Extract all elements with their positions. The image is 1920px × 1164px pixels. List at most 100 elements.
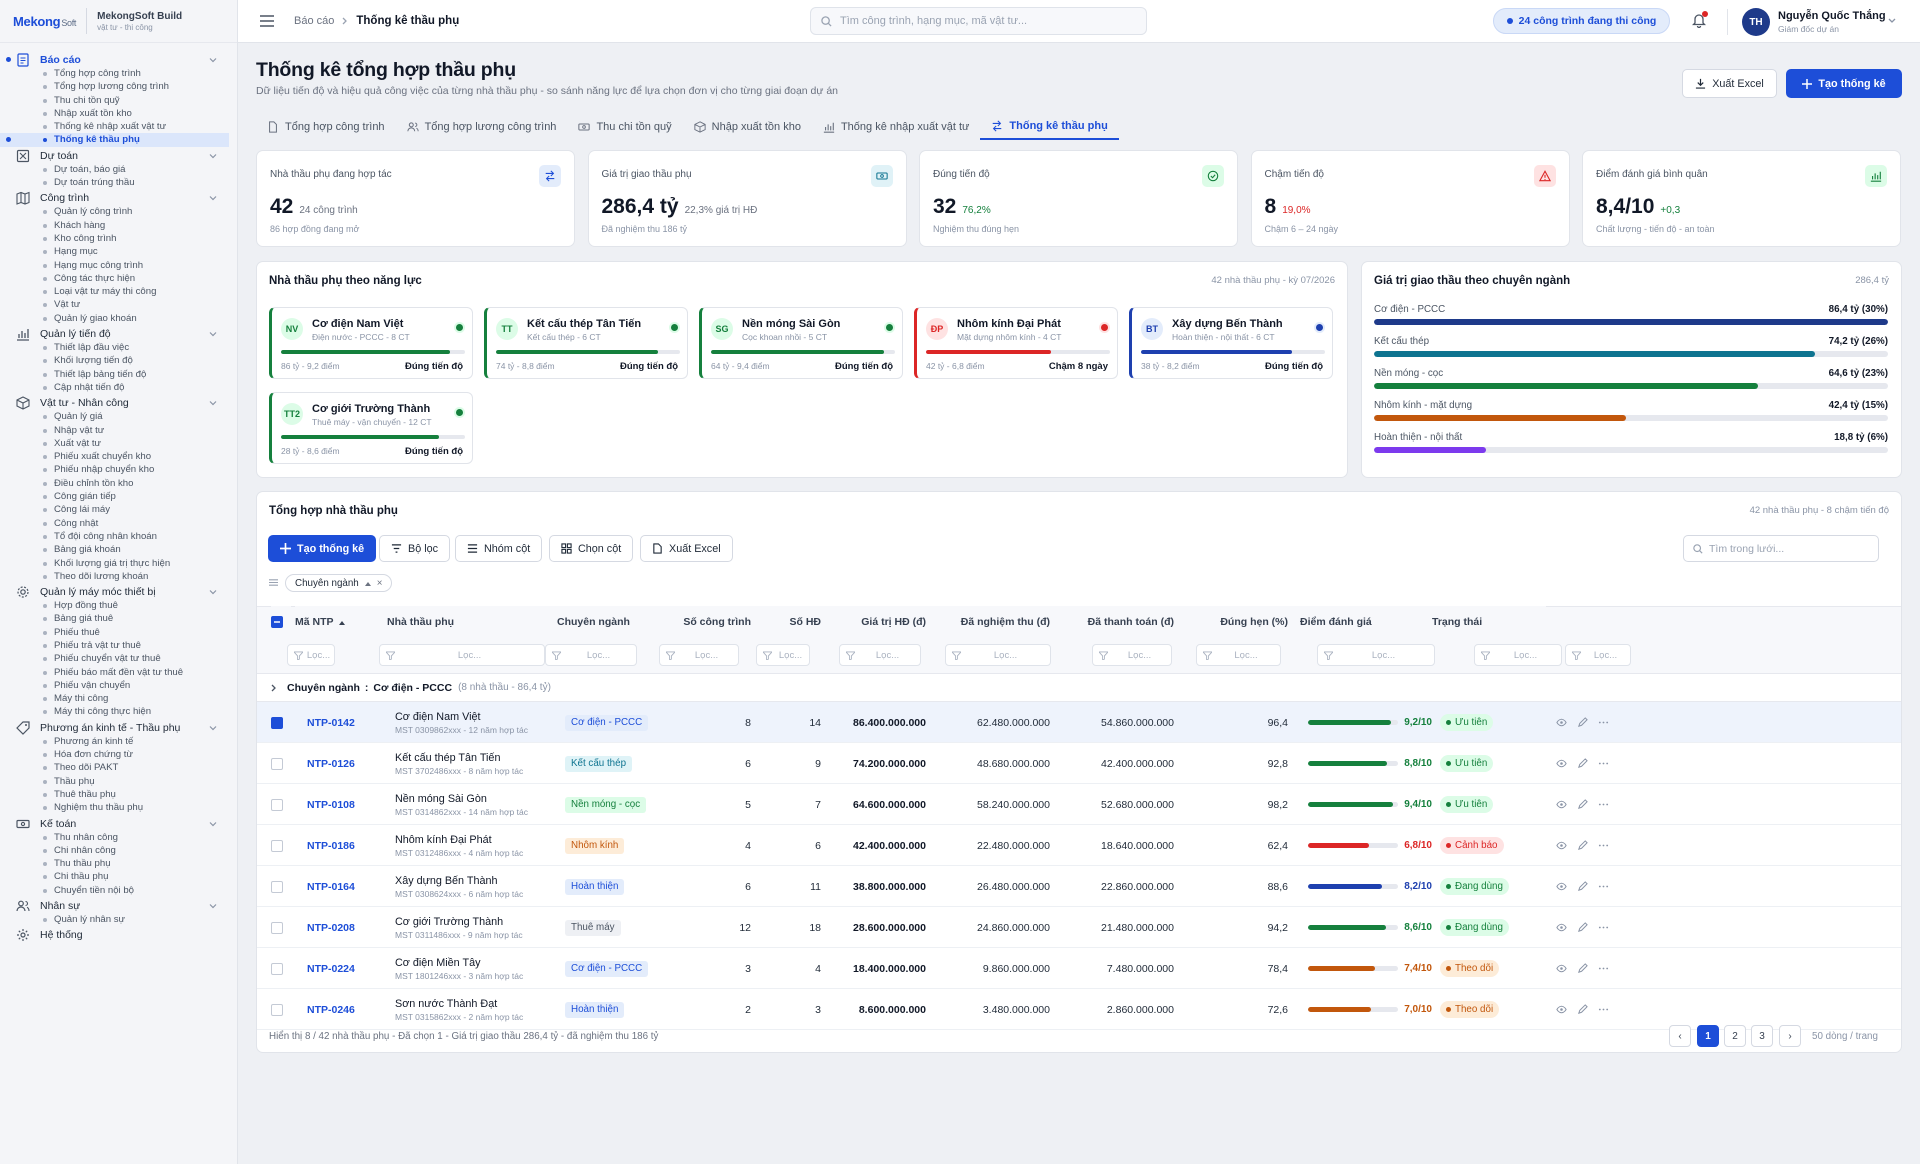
more-icon[interactable]	[1598, 758, 1609, 769]
sidebar-item[interactable]: Quản lý công trình	[0, 205, 237, 218]
eye-icon[interactable]	[1556, 1004, 1567, 1015]
column-filter-accepted[interactable]: Lọc...	[945, 644, 1051, 666]
sidebar-item[interactable]: Phiếu trả vật tư thuê	[0, 639, 237, 652]
tab-4[interactable]: Thống kê nhập xuất vật tư	[812, 113, 980, 140]
sidebar-item[interactable]: Cập nhật tiến độ	[0, 381, 237, 394]
table-row[interactable]: NTP-0126 Kết cấu thép Tân Tiến MST 3702486…	[257, 743, 1901, 784]
sidebar-section-1[interactable]: Dự toán	[0, 149, 237, 163]
sidebar-item[interactable]: Phiếu vận chuyển	[0, 679, 237, 692]
sidebar-item[interactable]: Vật tư	[0, 298, 237, 311]
column-header-name[interactable]: Nhà thầu phụ	[387, 606, 557, 638]
sidebar-item[interactable]: Quản lý nhân sự	[0, 913, 237, 926]
table-row[interactable]: NTP-0186 Nhôm kính Đại Phát MST 0312486xxx…	[257, 825, 1901, 866]
create-report-button[interactable]: Tạo thống kê	[1786, 69, 1902, 98]
avatar[interactable]: TH	[1742, 8, 1770, 36]
sidebar-item[interactable]: Thiết lập đầu việc	[0, 341, 237, 354]
vendor-card[interactable]: ĐP Nhôm kính Đại Phát Mặt dựng nhôm kính -…	[914, 307, 1118, 379]
sidebar-item[interactable]: Tổ đội công nhân khoán	[0, 530, 237, 543]
tab-2[interactable]: Thu chi tồn quỹ	[567, 113, 682, 140]
subcontractor-code[interactable]: NTP-0164	[307, 880, 355, 893]
grid-search-input[interactable]: Tìm trong lưới...	[1683, 535, 1879, 562]
column-header-sites[interactable]: Số công trình	[671, 606, 763, 638]
column-header-contracts[interactable]: Số HĐ	[763, 606, 833, 638]
edit-icon[interactable]	[1577, 717, 1588, 728]
table-export-button[interactable]: Xuất Excel	[640, 535, 733, 562]
sidebar-item[interactable]: Kho công trình	[0, 232, 237, 245]
edit-icon[interactable]	[1577, 922, 1588, 933]
column-header-field[interactable]: Chuyên ngành	[557, 606, 671, 638]
prev-page-button[interactable]: ‹	[1669, 1025, 1691, 1047]
chevron-down-icon[interactable]	[209, 588, 217, 596]
sidebar-item[interactable]: Chuyển tiền nội bộ	[0, 884, 237, 897]
global-search-input[interactable]: Tìm công trình, hạng mục, mã vật tư...	[810, 7, 1147, 35]
chevron-down-icon[interactable]	[209, 820, 217, 828]
sidebar-item[interactable]: Công tác thực hiện	[0, 272, 237, 285]
row-checkbox[interactable]	[271, 1003, 283, 1016]
row-checkbox[interactable]	[271, 839, 283, 852]
chevron-down-icon[interactable]	[209, 56, 217, 64]
eye-icon[interactable]	[1556, 881, 1567, 892]
column-filter-act[interactable]: Lọc...	[1565, 644, 1631, 666]
eye-icon[interactable]	[1556, 717, 1567, 728]
sidebar-item[interactable]: Khách hàng	[0, 219, 237, 232]
vendor-card[interactable]: TT Kết cấu thép Tân Tiến Kết cấu thép - 6 …	[484, 307, 688, 379]
eye-icon[interactable]	[1556, 840, 1567, 851]
row-checkbox[interactable]	[271, 757, 283, 770]
sidebar-item[interactable]: Phiếu chuyển vật tư thuê	[0, 652, 237, 665]
subcontractor-code[interactable]: NTP-0142	[307, 716, 355, 729]
sidebar-item[interactable]: Phiếu nhập chuyển kho	[0, 463, 237, 476]
sidebar-section-7[interactable]: Kế toán	[0, 817, 237, 831]
breadcrumb-root[interactable]: Báo cáo	[294, 15, 335, 27]
sidebar-item[interactable]: Máy thi công	[0, 692, 237, 705]
table-row[interactable]: NTP-0142 Cơ điện Nam Việt MST 0309862xxx -…	[257, 702, 1901, 743]
more-icon[interactable]	[1598, 1004, 1609, 1015]
row-checkbox[interactable]	[271, 880, 283, 893]
subcontractor-code[interactable]: NTP-0208	[307, 921, 355, 934]
chevron-down-icon[interactable]	[209, 330, 217, 338]
eye-icon[interactable]	[1556, 922, 1567, 933]
column-filter-contracts[interactable]: Lọc...	[756, 644, 810, 666]
sidebar-item[interactable]: Loại vật tư máy thi công	[0, 285, 237, 298]
filter-button[interactable]: Bộ lọc	[379, 535, 451, 562]
eye-icon[interactable]	[1556, 963, 1567, 974]
chevron-down-icon[interactable]	[209, 152, 217, 160]
row-checkbox[interactable]	[271, 921, 283, 934]
sidebar-item[interactable]: Quản lý giao khoán	[0, 312, 237, 325]
sidebar-item[interactable]: Dự toán, báo giá	[0, 163, 237, 176]
page-button[interactable]: 3	[1751, 1025, 1773, 1047]
column-filter-field[interactable]: Lọc...	[545, 644, 637, 666]
column-filter-paid[interactable]: Lọc...	[1092, 644, 1172, 666]
vendor-card[interactable]: BT Xây dựng Bến Thành Hoàn thiện - nội thấ…	[1129, 307, 1333, 379]
menu-icon[interactable]	[260, 15, 274, 27]
table-row[interactable]: NTP-0108 Nền móng Sài Gòn MST 0314862xxx -…	[257, 784, 1901, 825]
sidebar-item[interactable]: Công lái máy	[0, 503, 237, 516]
chevron-down-icon[interactable]	[209, 724, 217, 732]
subcontractor-code[interactable]: NTP-0246	[307, 1003, 355, 1016]
edit-icon[interactable]	[1577, 840, 1588, 851]
create-stat-button[interactable]: Tạo thống kê	[268, 535, 377, 562]
sidebar-section-3[interactable]: Quản lý tiến độ	[0, 327, 237, 341]
sidebar-item[interactable]: Thu thầu phụ	[0, 857, 237, 870]
table-row[interactable]: NTP-0164 Xây dựng Bến Thành MST 0308624xxx…	[257, 866, 1901, 907]
more-icon[interactable]	[1598, 799, 1609, 810]
column-header-value[interactable]: Giá trị HĐ (đ)	[833, 606, 938, 638]
subcontractor-code[interactable]: NTP-0108	[307, 798, 355, 811]
column-header-code[interactable]: Mã NTP	[295, 606, 387, 638]
sidebar-item[interactable]: Nhập vật tư	[0, 424, 237, 437]
sidebar-item[interactable]: Dự toán trúng thầu	[0, 176, 237, 189]
sidebar-item[interactable]: Công gián tiếp	[0, 490, 237, 503]
chevron-down-icon[interactable]	[1888, 18, 1896, 24]
sidebar-item[interactable]: Máy thi công thực hiện	[0, 705, 237, 718]
tab-5[interactable]: Thống kê thầu phụ	[980, 113, 1119, 140]
user-menu[interactable]: Nguyễn Quốc Thắng Giám đốc dự án	[1778, 10, 1886, 34]
sidebar-item[interactable]: Khối lượng giá trị thực hiện	[0, 557, 237, 570]
vendor-card[interactable]: NV Cơ điện Nam Việt Điện nước - PCCC - 8 C…	[269, 307, 473, 379]
group-columns-button[interactable]: Nhóm cột	[455, 535, 543, 562]
sidebar-section-6[interactable]: Phương án kinh tế - Thầu phụ	[0, 721, 237, 735]
sidebar-item[interactable]: Phiếu báo mất đền vật tư thuê	[0, 666, 237, 679]
more-icon[interactable]	[1598, 881, 1609, 892]
column-header-ontime[interactable]: Đúng hẹn (%)	[1186, 606, 1300, 638]
sidebar-item[interactable]: Khối lượng tiến độ	[0, 354, 237, 367]
sidebar-item[interactable]: Tổng hợp công trình	[0, 67, 237, 80]
sidebar-item[interactable]: Bảng giá khoán	[0, 543, 237, 556]
